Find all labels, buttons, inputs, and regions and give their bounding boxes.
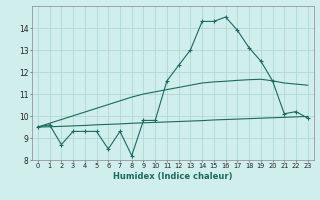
X-axis label: Humidex (Indice chaleur): Humidex (Indice chaleur) [113,172,233,181]
